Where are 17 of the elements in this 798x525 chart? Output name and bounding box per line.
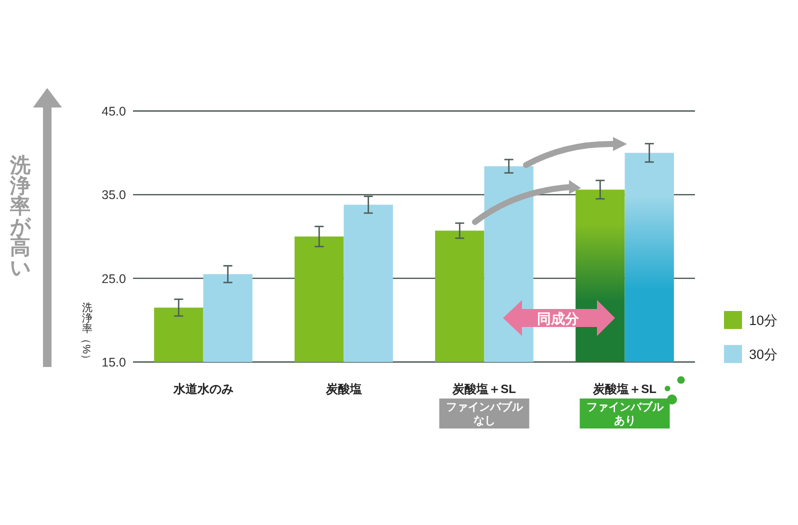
y-tick-label: 35.0: [102, 188, 126, 202]
text: 洗浄率が高い: [8, 154, 32, 280]
x-tick-label: 炭酸塩＋SL: [592, 382, 656, 396]
x-tick-label: 炭酸塩＋SL: [452, 382, 516, 396]
y-tick-label: 45.0: [102, 104, 126, 118]
x-tick-label: 水道水のみ: [172, 382, 234, 396]
legend-label: 10分: [749, 313, 778, 328]
y-axis-title: 洗浄率（%）: [80, 301, 93, 365]
legend-item: 10分: [724, 311, 778, 329]
legend-label: 30分: [749, 347, 778, 362]
legend-item: 30分: [724, 345, 778, 363]
y-tick-label: 15.0: [102, 356, 126, 370]
text: ファインバブルあり: [586, 400, 664, 427]
y-tick-label: 25.0: [102, 272, 126, 286]
annotation: 同成分: [537, 310, 580, 326]
text: ファインバブルなし: [446, 400, 524, 427]
x-tick-label: 炭酸塩: [324, 382, 362, 396]
